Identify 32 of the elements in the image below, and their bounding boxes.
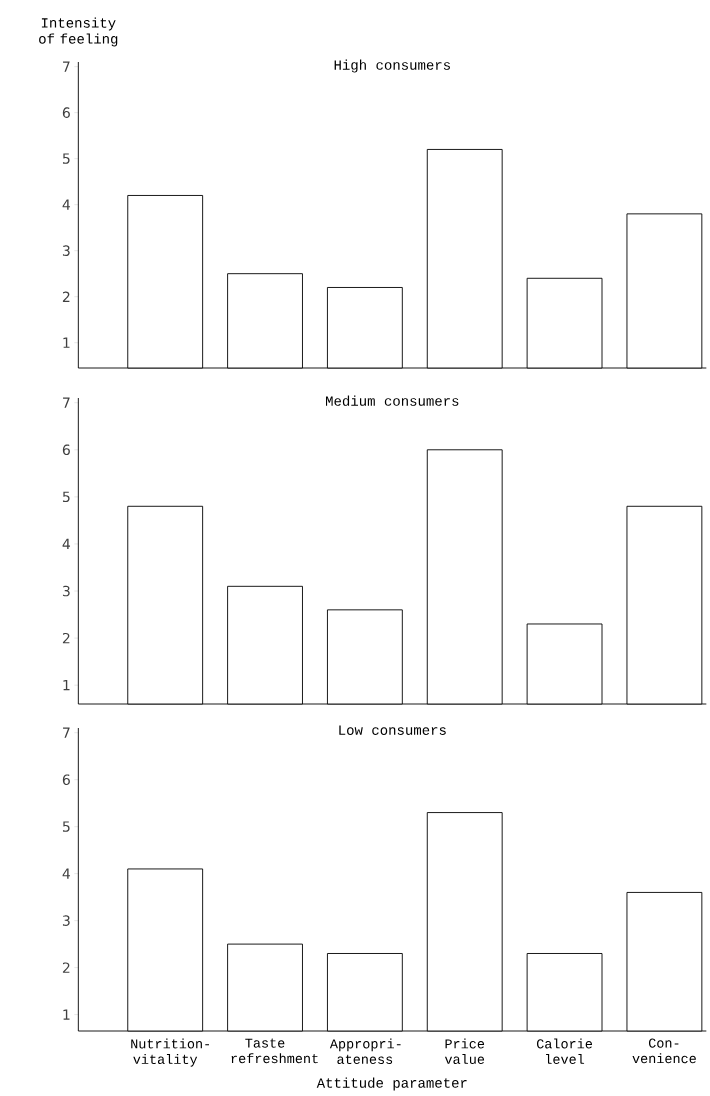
- y-tick-label: 1: [63, 337, 70, 348]
- y-tick-label: 1: [63, 1009, 70, 1020]
- y-tick-label: 4: [62, 538, 70, 550]
- y-tick-label: 3: [62, 915, 70, 926]
- x-axis-title: Attitude parameter: [316, 1077, 467, 1091]
- y-tick-label: 5: [62, 491, 70, 503]
- y-axis-title: Intensity of feeling: [38, 17, 118, 47]
- y-tick-label: 4: [62, 868, 70, 879]
- y-tick-label: 7: [62, 397, 70, 408]
- chart-title: High consumers: [334, 59, 450, 73]
- x-tick-label: Price value: [444, 1038, 484, 1064]
- x-tick-label: Nutrition- vitality: [131, 1038, 209, 1067]
- chart-title: Medium consumers: [325, 395, 459, 406]
- y-tick-label: 1: [63, 680, 70, 691]
- y-tick-label: 3: [62, 585, 70, 597]
- y-tick-label: 4: [62, 199, 70, 210]
- y-tick-label: 5: [62, 821, 70, 832]
- y-tick-label: 7: [62, 61, 70, 72]
- y-tick-label: 6: [62, 774, 70, 785]
- y-tick-label: 2: [62, 962, 70, 973]
- y-tick-label: 5: [62, 153, 70, 164]
- x-tick-label: Taste refreshment: [231, 1038, 318, 1064]
- y-tick-label: 7: [62, 727, 70, 738]
- x-tick-label: Appropri- ateness: [329, 1038, 401, 1064]
- x-tick-label: Calorie level: [536, 1038, 592, 1064]
- chart-title: Low consumers: [339, 725, 446, 735]
- x-tick-label: Con- venience: [632, 1038, 696, 1064]
- y-tick-label: 6: [62, 444, 70, 456]
- y-tick-label: 2: [62, 291, 70, 302]
- y-tick-label: 6: [62, 107, 70, 118]
- y-tick-label: 2: [62, 632, 70, 644]
- y-tick-label: 3: [62, 245, 70, 256]
